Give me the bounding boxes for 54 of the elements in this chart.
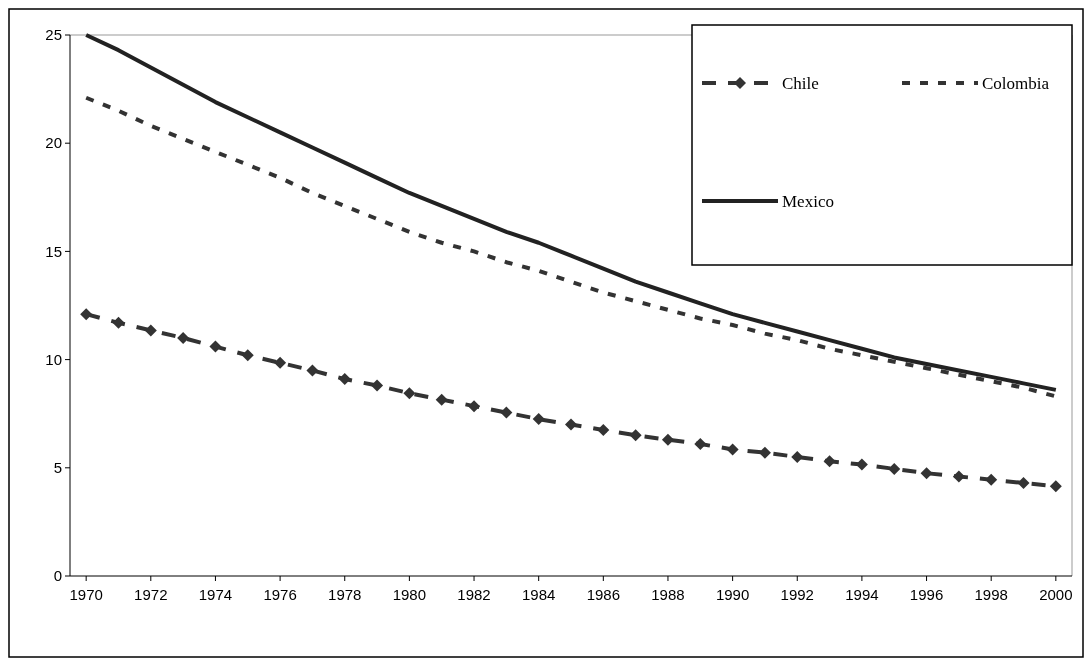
x-tick-label: 1980 [392, 586, 427, 603]
point [694, 438, 707, 450]
point [500, 406, 513, 419]
x-tick-label: 1990 [715, 586, 750, 603]
x-tick-label: 1972 [134, 586, 168, 603]
point [565, 418, 577, 431]
point [112, 316, 125, 329]
point [403, 387, 416, 400]
x-tick-label: 1984 [521, 586, 556, 603]
legend-label: Colombia [982, 73, 1050, 93]
point [274, 356, 287, 369]
x-tick-label: 1998 [974, 586, 1008, 603]
x-tick-label: 1996 [909, 586, 944, 603]
point [920, 467, 933, 480]
point [952, 470, 965, 483]
y-tick-label: 0 [53, 567, 62, 585]
point [306, 364, 319, 377]
x-tick-label: 1974 [198, 586, 233, 603]
point [338, 373, 351, 386]
point [371, 379, 384, 392]
point [209, 340, 222, 353]
point [597, 423, 610, 436]
point [823, 455, 836, 468]
point [177, 331, 190, 344]
y-tick-label: 5 [53, 459, 62, 477]
point [726, 443, 739, 456]
point [80, 308, 93, 321]
point [888, 462, 901, 475]
y-tick-label: 20 [45, 134, 62, 152]
point [629, 429, 642, 442]
point [435, 393, 448, 406]
x-tick-label: 1978 [328, 586, 362, 603]
x-tick-label: 1992 [780, 586, 814, 603]
point [532, 413, 545, 426]
line-series [84, 33, 1058, 392]
point [985, 473, 998, 486]
x-tick-label: 2000 [1039, 586, 1073, 603]
point [1017, 476, 1030, 489]
x-tick-label: 1976 [263, 586, 297, 603]
x-tick-label: 1988 [651, 586, 685, 603]
point [468, 400, 481, 413]
legend-label: Mexico [782, 191, 834, 211]
point [241, 349, 254, 362]
point [661, 433, 674, 446]
x-tick-label: 1970 [69, 586, 103, 603]
point [144, 324, 157, 337]
y-tick-label: 25 [45, 26, 62, 44]
x-tick-label: 1994 [845, 586, 879, 603]
x-tick-label: 1982 [457, 586, 491, 603]
x-tick-label: 1986 [586, 586, 621, 603]
point [1049, 480, 1062, 493]
legend-label: Chile [782, 73, 819, 93]
y-tick-label: 15 [45, 242, 62, 260]
y-tick-label: 10 [45, 350, 62, 368]
